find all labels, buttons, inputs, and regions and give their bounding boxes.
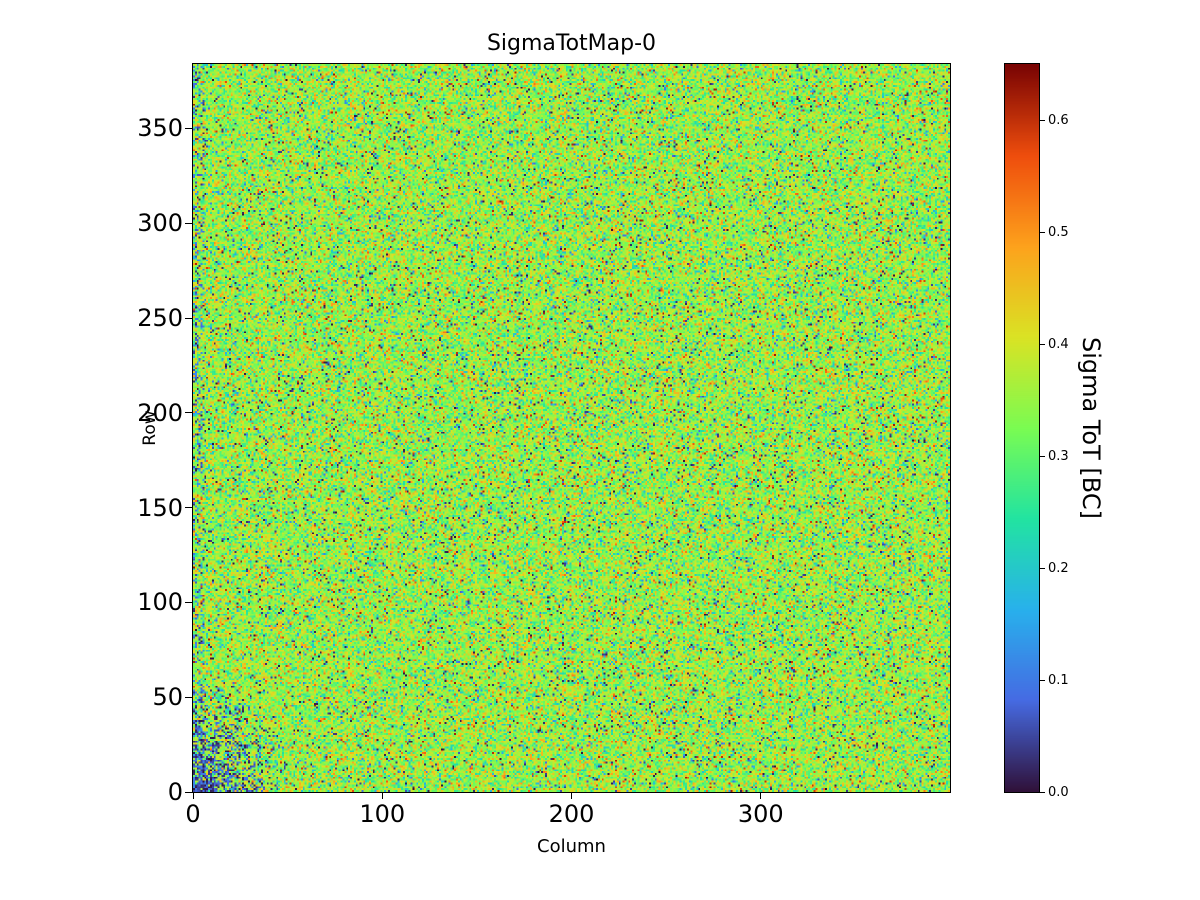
heatmap-canvas	[193, 64, 950, 792]
colorbar-tick-label: 0.1	[1048, 672, 1069, 688]
colorbar-tick-mark	[1040, 343, 1045, 345]
chart-title: SigmaTotMap-0	[486, 31, 657, 56]
x-tick-label: 200	[548, 800, 595, 828]
x-tick-mark	[760, 792, 762, 799]
y-tick-mark	[185, 222, 192, 224]
colorbar-tick-mark	[1040, 679, 1045, 681]
y-tick-mark	[185, 317, 192, 319]
y-tick-label: 150	[137, 493, 183, 522]
y-tick-mark	[185, 696, 192, 698]
y-tick-label: 0	[167, 778, 183, 806]
colorbar-tick-label: 0.3	[1048, 448, 1069, 464]
x-tick-mark	[192, 792, 194, 799]
y-tick-label: 50	[152, 683, 183, 712]
y-tick-mark	[185, 791, 192, 793]
x-tick-mark	[571, 792, 572, 799]
y-tick-label: 250	[137, 304, 183, 333]
y-tick-mark	[185, 412, 192, 414]
colorbar-tick-mark	[1040, 455, 1045, 457]
y-tick-mark	[185, 127, 192, 129]
x-axis-label: Column	[537, 836, 606, 857]
colorbar-gradient-canvas	[1005, 64, 1039, 792]
colorbar-tick-mark	[1040, 567, 1045, 569]
y-tick-label: 200	[137, 398, 183, 427]
colorbar-tick-label: 0.6	[1048, 112, 1069, 128]
colorbar-tick-mark	[1040, 791, 1045, 793]
colorbar	[1004, 63, 1040, 793]
x-tick-label: 0	[185, 800, 201, 828]
colorbar-tick-label: 0.0	[1048, 784, 1069, 800]
heatmap-plot-area	[192, 63, 951, 793]
colorbar-tick-mark	[1040, 119, 1045, 121]
colorbar-tick-label: 0.2	[1048, 560, 1069, 576]
x-tick-label: 100	[359, 800, 406, 828]
y-axis-label: Row	[140, 410, 160, 446]
colorbar-tick-label: 0.5	[1048, 224, 1069, 240]
y-tick-label: 100	[137, 588, 183, 617]
y-tick-label: 350	[137, 114, 183, 143]
x-tick-label: 300	[737, 800, 784, 828]
y-tick-label: 300	[137, 209, 183, 238]
colorbar-tick-label: 0.4	[1048, 336, 1069, 352]
colorbar-label: Sigma ToT [BC]	[1077, 337, 1105, 519]
y-tick-mark	[185, 507, 192, 509]
y-tick-mark	[185, 601, 192, 603]
colorbar-tick-mark	[1040, 231, 1045, 233]
x-tick-mark	[381, 792, 383, 799]
